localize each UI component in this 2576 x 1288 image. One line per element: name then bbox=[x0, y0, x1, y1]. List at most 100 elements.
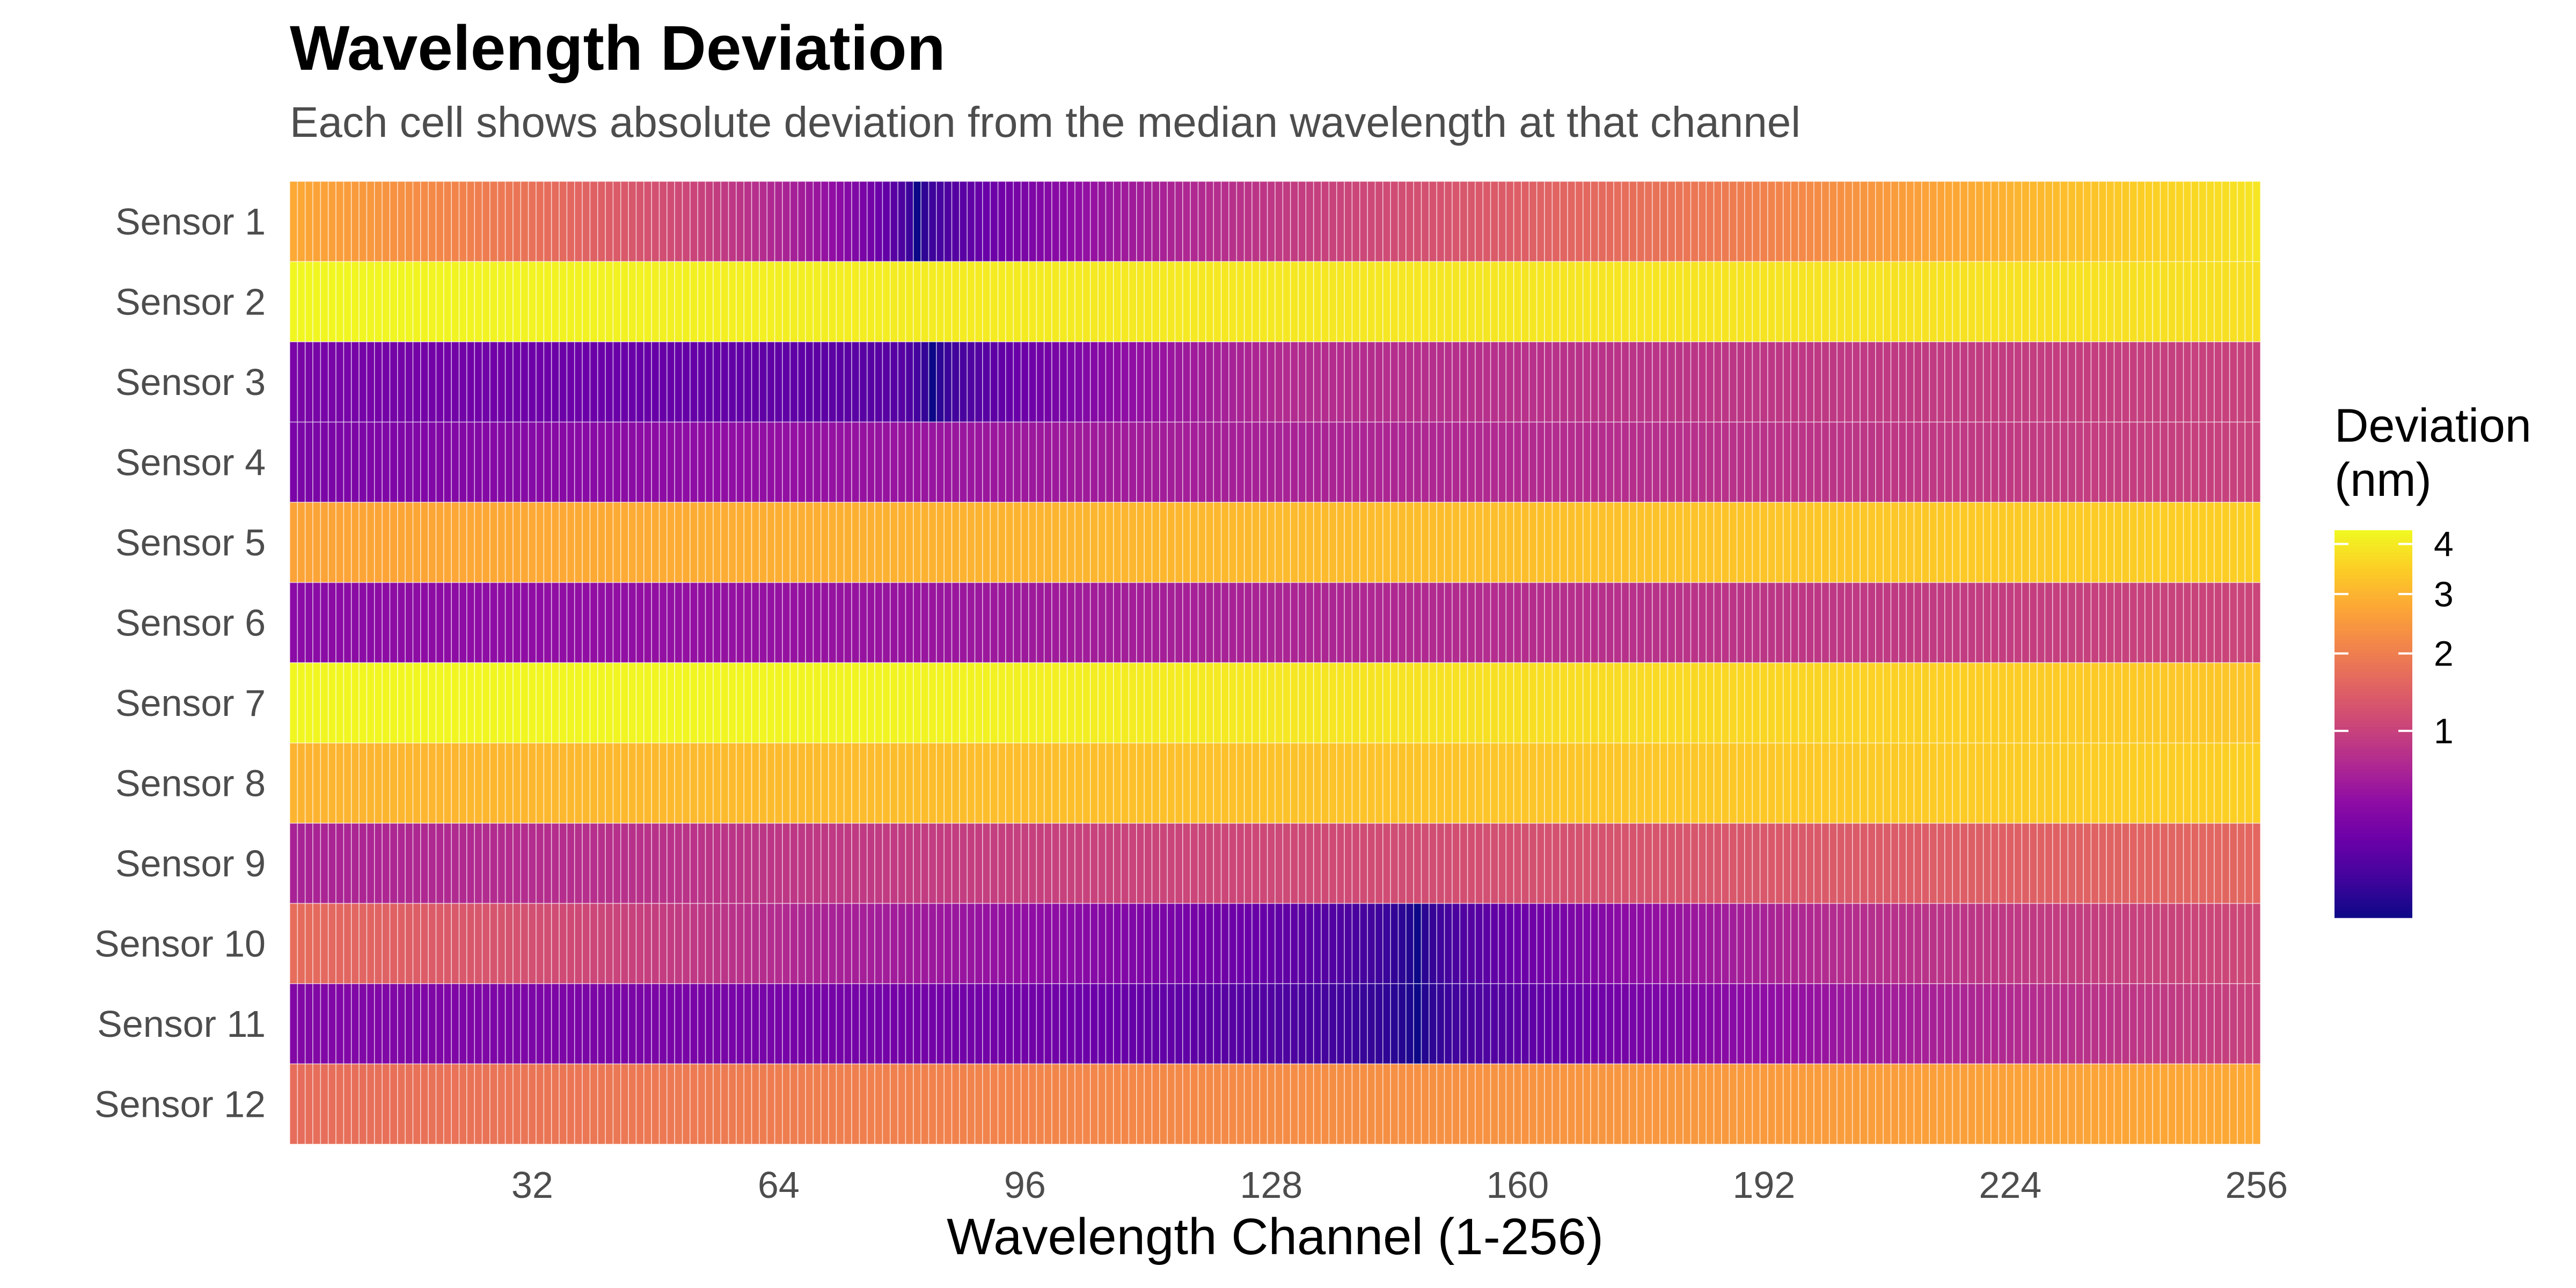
heatmap-cell bbox=[2021, 1063, 2030, 1145]
heatmap-cell bbox=[620, 1063, 629, 1145]
heatmap-cell bbox=[320, 181, 329, 262]
heatmap-cell bbox=[1990, 261, 2000, 342]
heatmap-cells bbox=[289, 181, 2261, 1145]
heatmap-cell bbox=[982, 662, 991, 744]
heatmap-cell bbox=[1043, 261, 1052, 342]
heatmap-cell bbox=[2006, 983, 2015, 1065]
heatmap-cell bbox=[1575, 261, 1584, 342]
heatmap-cell bbox=[574, 903, 583, 984]
heatmap-cell bbox=[620, 742, 629, 824]
heatmap-cell bbox=[389, 983, 398, 1065]
heatmap-cell bbox=[1636, 662, 1645, 744]
heatmap-cell bbox=[1444, 502, 1453, 583]
heatmap-cell bbox=[836, 823, 845, 904]
heatmap-cell bbox=[882, 903, 891, 984]
heatmap-cell bbox=[2075, 421, 2084, 503]
heatmap-cell bbox=[1729, 582, 1738, 663]
heatmap-cell bbox=[1005, 421, 1014, 503]
heatmap-cell bbox=[382, 421, 391, 503]
legend-color-step bbox=[2334, 608, 2412, 612]
heatmap-cell bbox=[1729, 983, 1738, 1065]
heatmap-cell bbox=[451, 662, 460, 744]
heatmap-cell bbox=[751, 903, 760, 984]
heatmap-cell bbox=[1798, 742, 1807, 824]
heatmap-cell bbox=[1390, 181, 1399, 262]
heatmap-cell bbox=[350, 742, 360, 824]
heatmap-cell bbox=[2191, 181, 2200, 262]
legend-color-step bbox=[2334, 653, 2412, 657]
heatmap-cell bbox=[874, 341, 883, 423]
heatmap-cell bbox=[2067, 903, 2076, 984]
heatmap-cell bbox=[612, 421, 621, 503]
heatmap-cell bbox=[674, 903, 683, 984]
heatmap-cell bbox=[667, 421, 675, 503]
legend-color-step bbox=[2334, 866, 2412, 870]
heatmap-cell bbox=[1097, 1063, 1107, 1145]
legend-color-step bbox=[2334, 869, 2412, 873]
heatmap-cell bbox=[682, 261, 691, 342]
heatmap-cell bbox=[428, 181, 437, 262]
heatmap-cell bbox=[2113, 983, 2123, 1065]
heatmap-cell bbox=[2037, 261, 2046, 342]
heatmap-cell bbox=[1567, 903, 1576, 984]
heatmap-cell bbox=[743, 983, 752, 1065]
heatmap-cell bbox=[1898, 903, 1907, 984]
heatmap-cell bbox=[312, 742, 321, 824]
heatmap-cell bbox=[1729, 261, 1738, 342]
heatmap-cell bbox=[582, 582, 591, 663]
heatmap-cell bbox=[1944, 983, 1953, 1065]
heatmap-cell bbox=[2044, 582, 2053, 663]
heatmap-cell bbox=[1890, 421, 1899, 503]
heatmap-cell bbox=[2206, 582, 2215, 663]
heatmap-cell bbox=[1582, 983, 1591, 1065]
heatmap-cell bbox=[890, 823, 898, 904]
heatmap-cell bbox=[366, 903, 375, 984]
heatmap-cell bbox=[2129, 742, 2138, 824]
heatmap-cell bbox=[2168, 582, 2177, 663]
heatmap-cell bbox=[1267, 261, 1276, 342]
heatmap-cell bbox=[1706, 1063, 1715, 1145]
heatmap-cell bbox=[397, 261, 406, 342]
heatmap-cell bbox=[736, 261, 745, 342]
heatmap-cell bbox=[1659, 502, 1668, 583]
heatmap-cell bbox=[1089, 1063, 1099, 1145]
heatmap-cell bbox=[982, 1063, 991, 1145]
heatmap-cell bbox=[628, 742, 637, 824]
heatmap-cell bbox=[1313, 662, 1322, 744]
heatmap-cell bbox=[1051, 341, 1060, 423]
heatmap-cell bbox=[743, 662, 752, 744]
heatmap-cell bbox=[1243, 903, 1253, 984]
heatmap-cell bbox=[389, 903, 398, 984]
heatmap-cell bbox=[843, 582, 852, 663]
heatmap-cell bbox=[951, 261, 960, 342]
heatmap-cell bbox=[536, 983, 545, 1065]
heatmap-cell bbox=[1552, 903, 1561, 984]
heatmap-cell bbox=[782, 1063, 791, 1145]
heatmap-cell bbox=[820, 1063, 829, 1145]
heatmap-cell bbox=[582, 662, 591, 744]
heatmap-cell bbox=[2198, 341, 2207, 423]
heatmap-cell bbox=[2175, 1063, 2184, 1145]
heatmap-cell bbox=[574, 742, 583, 824]
heatmap-cell bbox=[327, 742, 336, 824]
heatmap-cell bbox=[543, 903, 552, 984]
heatmap-cell bbox=[682, 181, 691, 262]
heatmap-cell bbox=[1128, 1063, 1137, 1145]
heatmap-cell bbox=[2136, 662, 2146, 744]
heatmap-cell bbox=[481, 341, 491, 423]
heatmap-cell bbox=[1936, 662, 1945, 744]
heatmap-cell bbox=[528, 662, 537, 744]
heatmap-cell bbox=[1721, 341, 1730, 423]
heatmap-cell bbox=[851, 1063, 860, 1145]
heatmap-cell bbox=[2090, 823, 2099, 904]
heatmap-cell bbox=[1698, 502, 1707, 583]
heatmap-cell bbox=[1452, 983, 1461, 1065]
y-tick-label: Sensor 7 bbox=[115, 682, 266, 724]
heatmap-cell bbox=[690, 261, 699, 342]
heatmap-cell bbox=[1559, 341, 1568, 423]
heatmap-cell bbox=[697, 502, 706, 583]
heatmap-cell bbox=[1944, 421, 1953, 503]
heatmap-cell bbox=[674, 1063, 683, 1145]
heatmap-cell bbox=[1167, 983, 1176, 1065]
